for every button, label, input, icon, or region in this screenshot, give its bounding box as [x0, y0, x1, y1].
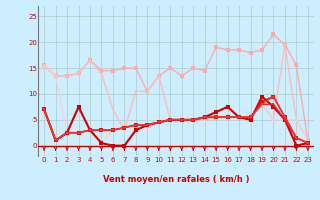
X-axis label: Vent moyen/en rafales ( km/h ): Vent moyen/en rafales ( km/h )	[103, 174, 249, 184]
